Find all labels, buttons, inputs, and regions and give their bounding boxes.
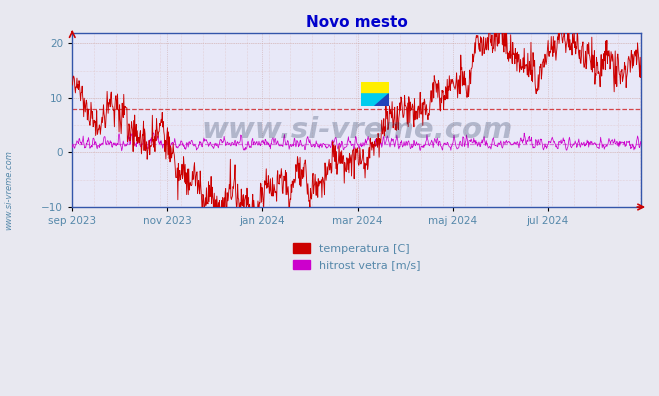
Text: www.si-vreme.com: www.si-vreme.com (201, 116, 513, 144)
Title: Novo mesto: Novo mesto (306, 15, 408, 30)
Legend: temperatura [C], hitrost vetra [m/s]: temperatura [C], hitrost vetra [m/s] (289, 239, 424, 275)
Text: www.si-vreme.com: www.si-vreme.com (4, 150, 13, 230)
